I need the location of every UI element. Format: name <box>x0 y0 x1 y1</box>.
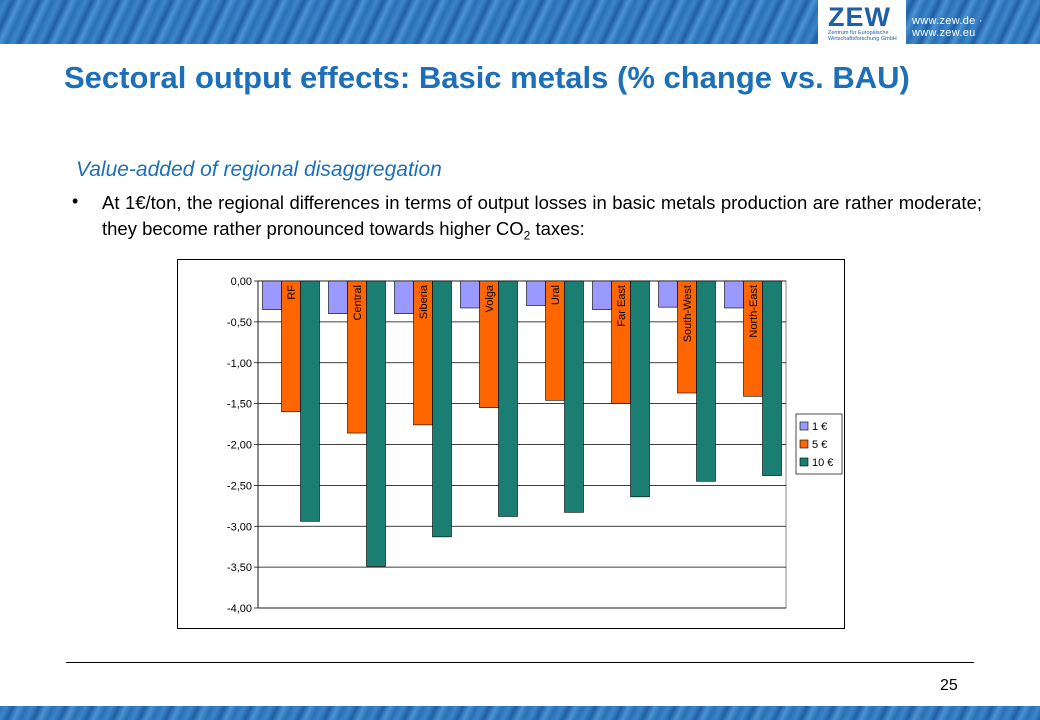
bar-1 <box>658 280 678 308</box>
legend-label: 1 € <box>812 421 827 433</box>
legend-swatch <box>799 457 809 467</box>
legend-swatch <box>799 439 809 449</box>
legend-label: 5 € <box>812 439 827 451</box>
bar-1 <box>724 280 744 309</box>
bullet-subscript: 2 <box>523 228 531 243</box>
category-label: Central <box>352 285 364 320</box>
y-tick-label: -1,50 <box>227 399 252 411</box>
bar-1 <box>394 280 414 315</box>
bar-chart: 0,00 -0,50 -1,00 -1,50 -2,00 -2,50 -3,00 -3,50 -… <box>227 276 843 615</box>
bar-3 <box>366 280 386 567</box>
bar-1 <box>592 280 612 310</box>
bullet-text-end: taxes: <box>530 218 585 239</box>
y-tick-label: -1,00 <box>227 358 252 370</box>
y-tick-label: -2,00 <box>227 440 252 452</box>
bar-1 <box>328 280 348 315</box>
bar-1 <box>262 280 282 310</box>
y-tick-label: -3,50 <box>227 562 252 574</box>
slide-title: Sectoral output effects: Basic metals (%… <box>64 60 910 95</box>
category-label: South-West <box>682 285 694 342</box>
bar-3 <box>630 280 650 498</box>
header-url: www.zew.de · www.zew.eu <box>912 15 983 39</box>
bar-3 <box>696 280 716 482</box>
category-label: Volga <box>484 284 496 312</box>
y-tick-label: -0,50 <box>227 317 252 329</box>
legend-label: 10 € <box>812 457 833 469</box>
y-tick-label: -4,00 <box>227 603 252 615</box>
legend-swatch <box>799 421 809 431</box>
footer-band <box>0 706 1040 720</box>
bar-1 <box>460 280 480 309</box>
bar-3 <box>432 280 452 538</box>
zew-logo: ZEW Zentrum für Europäische Wirtschaftsf… <box>818 0 906 44</box>
category-label: Siberia <box>418 284 430 319</box>
bar-3 <box>564 280 584 513</box>
chart-frame: 0,00 -0,50 -1,00 -1,50 -2,00 -2,50 -3,00 -3,50 -… <box>177 259 845 629</box>
page-number: 25 <box>940 677 958 694</box>
footer-rule <box>66 662 974 663</box>
bar-3 <box>300 280 320 522</box>
bullet-text: At 1€/ton, the regional differences in t… <box>102 190 982 249</box>
logo-text: ZEW <box>828 2 891 32</box>
y-tick-label: 0,00 <box>231 276 252 288</box>
slide-subtitle: Value-added of regional disaggregation <box>76 158 442 181</box>
bullet-text-main: At 1€/ton, the regional differences in t… <box>102 192 982 239</box>
bar-3 <box>762 280 782 476</box>
bar-3 <box>498 280 518 517</box>
bullet-symbol: • <box>72 191 79 211</box>
category-label: Ural <box>550 285 562 305</box>
y-tick-label: -3,00 <box>227 521 252 533</box>
logo-subtitle: Zentrum für Europäische Wirtschaftsforsc… <box>828 30 897 42</box>
category-label: RF <box>286 285 298 300</box>
category-label: Far East <box>616 285 628 327</box>
bar-1 <box>526 280 546 306</box>
category-label: North-East <box>748 285 760 338</box>
y-tick-label: -2,50 <box>227 480 252 492</box>
